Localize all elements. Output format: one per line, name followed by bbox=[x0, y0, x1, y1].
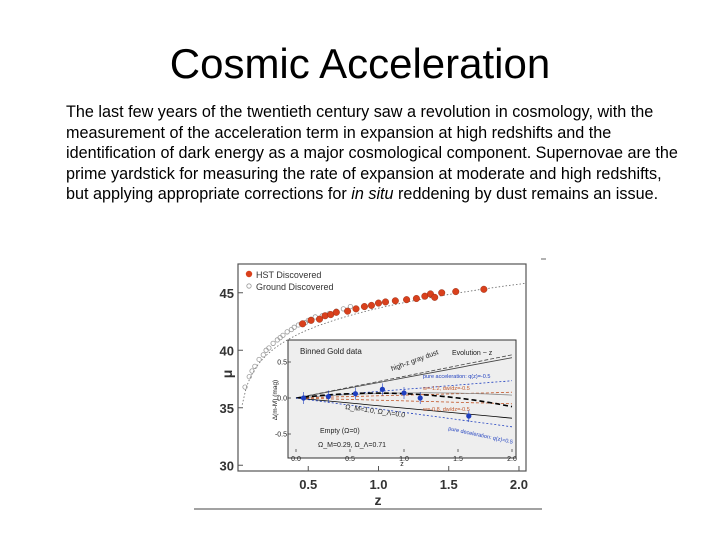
main-x-tick-label: 0.5 bbox=[299, 477, 317, 492]
inset-x-tick-label: 0.0 bbox=[291, 456, 301, 463]
inset-annotation-w-minus-1-2: w=-1.2, dw/dz=-0.5 bbox=[422, 386, 470, 392]
body-text-main: The last few years of the twentieth cent… bbox=[66, 103, 678, 204]
main-x-tick-label: 1.5 bbox=[440, 477, 458, 492]
main-chart: 0.5 1.0 1.5 2.0 30 35 40 45 bbox=[220, 283, 528, 492]
hst-discovered-point bbox=[374, 299, 382, 307]
gold-data-point bbox=[325, 393, 331, 400]
legend-hst-marker bbox=[245, 270, 253, 278]
main-x-axis-label: z bbox=[375, 492, 382, 508]
inset-annotation-evolution: Evolution ~ z bbox=[452, 350, 493, 357]
gold-data-point bbox=[379, 386, 385, 392]
inset-annotation-pure-acceleration: pure acceleration: q(z)=-0.5 bbox=[423, 374, 490, 380]
hst-discovered-point bbox=[360, 303, 368, 311]
main-y-axis-label: μ bbox=[219, 370, 235, 379]
hst-discovered-point bbox=[431, 293, 439, 301]
gold-data-point bbox=[417, 395, 423, 401]
hst-discovered-point bbox=[332, 308, 340, 316]
gold-data-point bbox=[466, 413, 472, 419]
main-legend: HST Discovered Ground Discovered bbox=[245, 270, 334, 292]
inset-y-tick-label: 0.0 bbox=[277, 396, 287, 403]
hst-discovered-point bbox=[412, 295, 420, 303]
ground-discovered-point bbox=[252, 363, 258, 369]
hst-discovered-point bbox=[307, 316, 315, 324]
main-model-curve bbox=[241, 283, 525, 405]
hst-discovered-point bbox=[315, 315, 323, 323]
main-x-tick-label: 2.0 bbox=[510, 477, 528, 492]
gold-data-point bbox=[300, 395, 307, 401]
inset-x-tick-label: 0.5 bbox=[345, 456, 355, 463]
inset-curve-omega-m-1 bbox=[295, 397, 513, 419]
inset-annotation-empty: Empty (Ω=0) bbox=[320, 428, 360, 435]
ground-discovered-point bbox=[284, 329, 290, 335]
inset-curve-gray-dust bbox=[295, 357, 513, 399]
ground-discovered-point bbox=[260, 352, 266, 358]
inset-curve-w-minus-0-8 bbox=[295, 397, 513, 405]
hst-discovered-point bbox=[299, 320, 307, 328]
inset-x-axis-label: z bbox=[400, 461, 404, 468]
inset-curve-evolution bbox=[295, 354, 513, 399]
inset-annotation-w-minus-0-8: w=-0.8, dw/dz=-0.5 bbox=[422, 407, 470, 413]
inset-y-tick-label: -0.5 bbox=[275, 432, 287, 439]
gold-data-point bbox=[401, 390, 407, 396]
hst-discovered-point bbox=[438, 289, 446, 297]
body-text-italic: in situ bbox=[351, 185, 394, 204]
inset-title: Binned Gold data bbox=[300, 347, 362, 356]
main-y-tick-label: 40 bbox=[220, 343, 234, 358]
inset-annotation-omega-m-029: Ω_M=0.29, Ω_Λ=0.71 bbox=[318, 442, 386, 449]
ground-discovered-point bbox=[242, 384, 248, 390]
body-text-end: reddening by dust remains an issue. bbox=[393, 185, 659, 204]
ground-discovered-point bbox=[249, 368, 255, 374]
slide-title: Cosmic Acceleration bbox=[169, 40, 551, 87]
inset-x-tick-label: 1.0 bbox=[399, 456, 409, 463]
inset-chart: 0.0 0.5 1.0 1.5 2.0 0.5 0.0 -0.5 bbox=[275, 354, 517, 463]
slide-body-text: The last few years of the twentieth cent… bbox=[66, 102, 686, 205]
legend-hst-label: HST Discovered bbox=[256, 270, 321, 280]
hst-discovered-point bbox=[321, 312, 329, 320]
hst-discovered-point bbox=[352, 305, 360, 313]
main-y-tick-label: 30 bbox=[220, 458, 234, 473]
main-y-tick-label: 45 bbox=[220, 286, 234, 301]
ground-discovered-point bbox=[246, 374, 252, 380]
hst-discovered-point bbox=[391, 297, 399, 305]
ground-discovered-point bbox=[256, 356, 262, 363]
ground-discovered-point bbox=[291, 324, 297, 330]
hst-discovered-point bbox=[452, 288, 460, 296]
gold-data-point bbox=[352, 391, 358, 397]
hst-discovered-point bbox=[367, 301, 375, 309]
hst-discovered-point bbox=[382, 298, 390, 306]
ground-discovered-point bbox=[266, 345, 272, 351]
ground-discovered-point bbox=[347, 303, 353, 310]
inset-y-tick-label: 0.5 bbox=[277, 360, 287, 367]
hst-discovered-point bbox=[480, 285, 488, 293]
hst-discovered-point bbox=[344, 307, 352, 315]
legend-ground-marker bbox=[246, 283, 252, 289]
legend-ground-label: Ground Discovered bbox=[256, 282, 334, 292]
main-y-tick-label: 35 bbox=[220, 401, 234, 416]
inset-x-tick-label: 1.5 bbox=[453, 456, 463, 463]
inset-x-tick-label: 2.0 bbox=[507, 456, 517, 463]
hst-discovered-point bbox=[403, 296, 411, 304]
inset-curve-pure-deceleration bbox=[295, 397, 513, 428]
inset-y-axis-label: Δ(m-M) (mag) bbox=[272, 380, 279, 420]
ground-discovered-point bbox=[270, 340, 276, 346]
ground-discovered-point bbox=[280, 332, 286, 338]
main-x-tick-label: 1.0 bbox=[369, 477, 387, 492]
